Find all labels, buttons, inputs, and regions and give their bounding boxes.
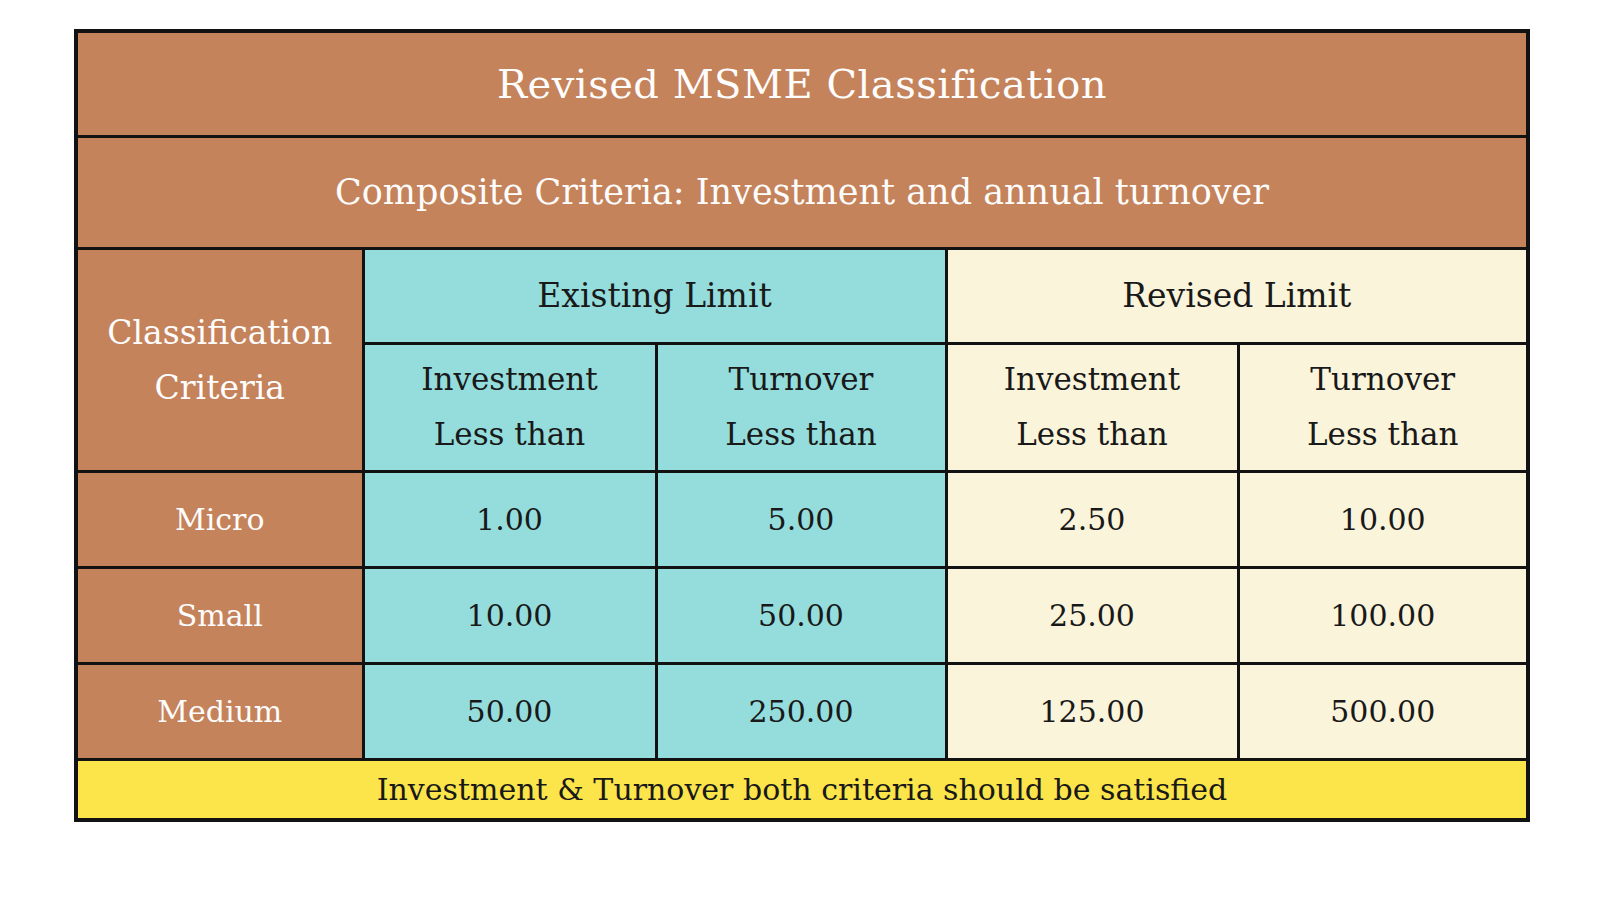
cell-small-revised-investment: 25.00: [946, 567, 1238, 663]
cell-small-revised-turnover: 100.00: [1238, 567, 1528, 663]
row-label-micro: Micro: [76, 471, 363, 567]
cell-micro-revised-investment: 2.50: [946, 471, 1238, 567]
column-header-line1: Investment: [371, 364, 649, 395]
row-label-medium: Medium: [76, 663, 363, 759]
page: Revised MSME Classification Composite Cr…: [0, 0, 1600, 900]
group-header-existing-limit: Existing Limit: [363, 248, 946, 343]
cell-medium-revised-investment: 125.00: [946, 663, 1238, 759]
corner-header-line2: Criteria: [84, 371, 356, 404]
column-header-line2: Less than: [664, 419, 939, 450]
cell-micro-revised-turnover: 10.00: [1238, 471, 1528, 567]
table-subtitle: Composite Criteria: Investment and annua…: [76, 136, 1528, 248]
column-header-line2: Less than: [1246, 419, 1521, 450]
cell-small-existing-investment: 10.00: [363, 567, 656, 663]
table-row-micro: Micro 1.00 5.00 2.50 10.00: [76, 471, 1528, 567]
cell-micro-existing-investment: 1.00: [363, 471, 656, 567]
table-row-small: Small 10.00 50.00 25.00 100.00: [76, 567, 1528, 663]
column-header-revised-turnover: Turnover Less than: [1238, 343, 1528, 471]
msme-classification-table: Revised MSME Classification Composite Cr…: [74, 29, 1530, 822]
cell-small-existing-turnover: 50.00: [656, 567, 946, 663]
column-header-line1: Turnover: [1246, 364, 1521, 395]
column-header-line1: Turnover: [664, 364, 939, 395]
column-header-line2: Less than: [954, 419, 1231, 450]
row-label-small: Small: [76, 567, 363, 663]
column-header-line1: Investment: [954, 364, 1231, 395]
column-header-line2: Less than: [371, 419, 649, 450]
cell-medium-existing-turnover: 250.00: [656, 663, 946, 759]
corner-header-line1: Classification: [84, 316, 356, 349]
table-row-medium: Medium 50.00 250.00 125.00 500.00: [76, 663, 1528, 759]
footer-note: Investment & Turnover both criteria shou…: [76, 759, 1528, 820]
group-header-revised-limit: Revised Limit: [946, 248, 1528, 343]
column-header-revised-investment: Investment Less than: [946, 343, 1238, 471]
column-header-existing-turnover: Turnover Less than: [656, 343, 946, 471]
corner-header-classification-criteria: Classification Criteria: [76, 248, 363, 471]
cell-medium-existing-investment: 50.00: [363, 663, 656, 759]
table-title: Revised MSME Classification: [76, 31, 1528, 136]
cell-medium-revised-turnover: 500.00: [1238, 663, 1528, 759]
column-header-existing-investment: Investment Less than: [363, 343, 656, 471]
cell-micro-existing-turnover: 5.00: [656, 471, 946, 567]
